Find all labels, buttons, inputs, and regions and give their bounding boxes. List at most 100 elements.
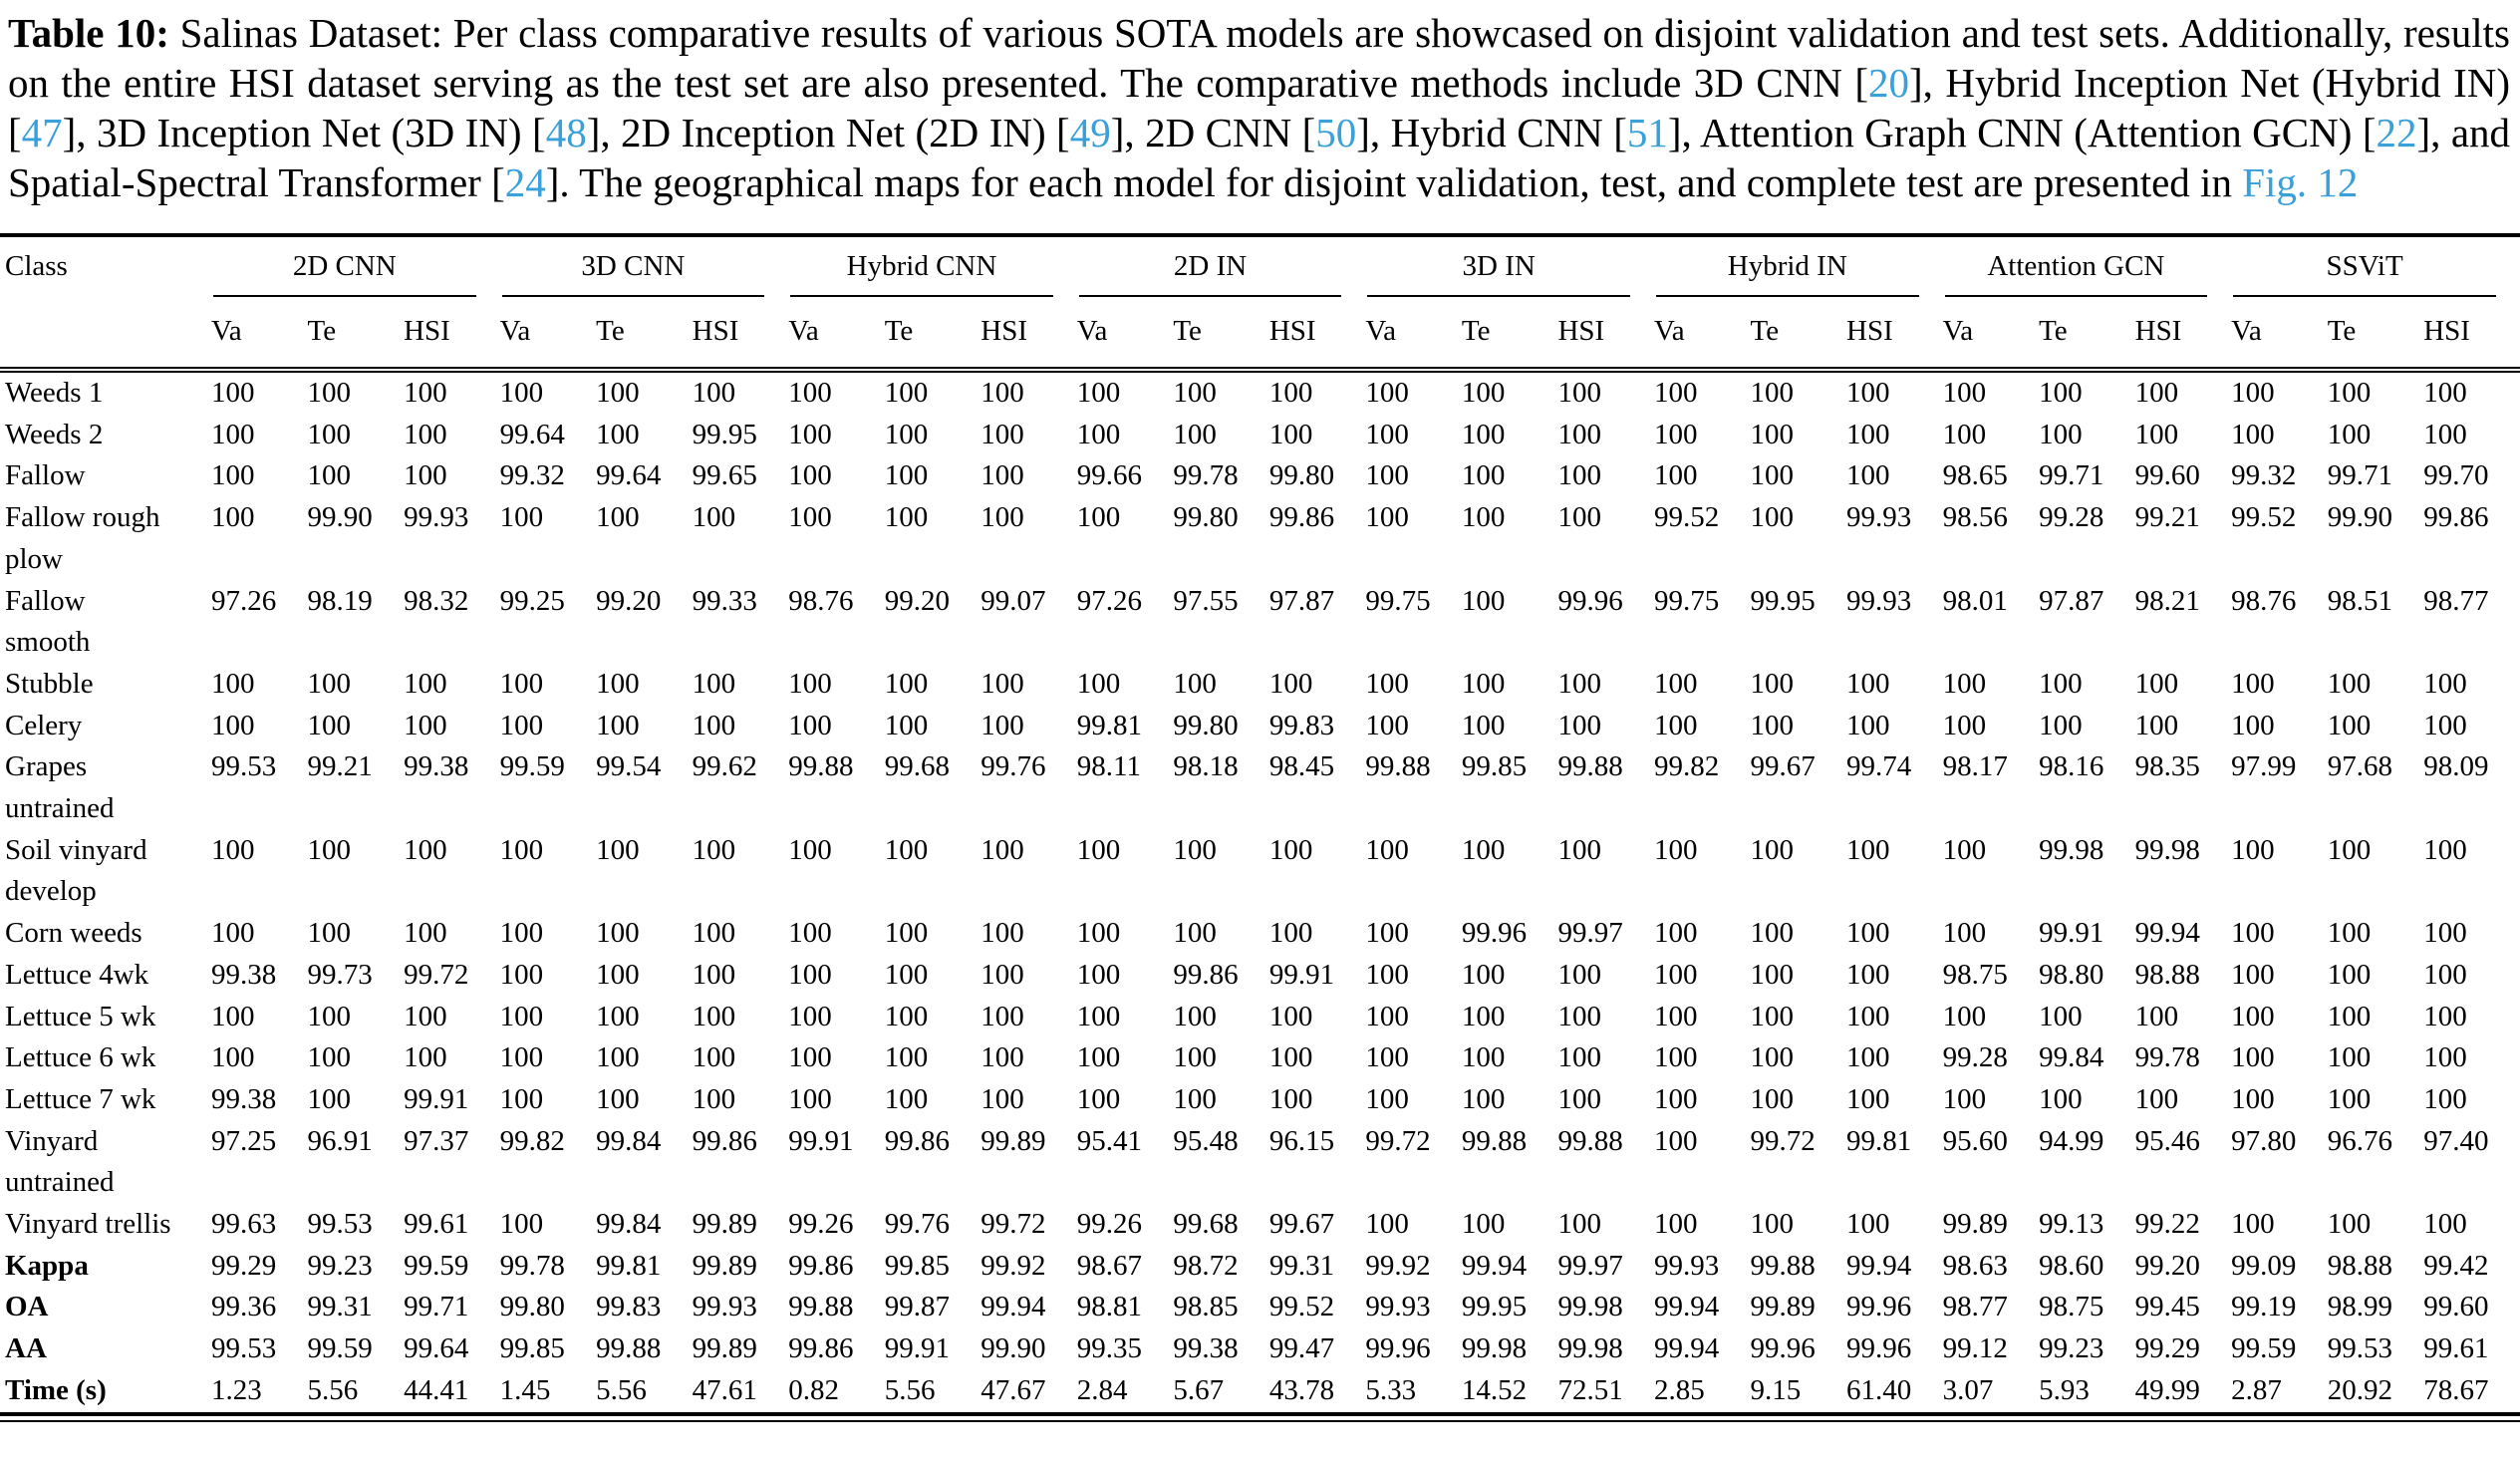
value-cell: 100: [499, 917, 544, 950]
value-cell: 100: [884, 459, 929, 492]
value-cell: 99.96: [1846, 1332, 1912, 1365]
row-label: OA: [5, 1291, 49, 1323]
value-cell: 100: [1557, 1208, 1601, 1241]
citation-link[interactable]: Fig. 12: [2242, 159, 2359, 205]
value-cell: 100: [596, 1082, 640, 1115]
citation-link[interactable]: 50: [1315, 110, 1357, 155]
value-cell: 5.56: [884, 1373, 936, 1406]
value-cell: 99.31: [307, 1291, 373, 1323]
value-cell: 99.92: [980, 1249, 1046, 1282]
value-cell: 100: [980, 958, 1024, 991]
value-cell: 100: [2134, 1082, 2179, 1115]
group-header-row: Class 2D CNN 3D CNN Hybrid CNN 2D IN 3D IN Hyb…: [0, 235, 2520, 373]
value-cell: 100: [692, 958, 736, 991]
value-cell: 95.48: [1173, 1124, 1239, 1157]
value-cell: 100: [1557, 1041, 1601, 1074]
value-cell: 99.88: [788, 750, 854, 783]
value-cell: 100: [1461, 1041, 1506, 1074]
value-cell: 98.65: [1942, 459, 2008, 492]
value-cell: 99.86: [788, 1332, 854, 1365]
value-cell: 100: [884, 1041, 929, 1074]
value-cell: 100: [2231, 958, 2275, 991]
value-cell: 100: [499, 1208, 544, 1241]
value-cell: 100: [692, 917, 736, 950]
value-cell: 99.83: [596, 1291, 662, 1323]
citation-link[interactable]: 20: [1868, 60, 1910, 106]
value-cell: 99.89: [980, 1124, 1046, 1157]
value-cell: 100: [2134, 377, 2179, 409]
caption-text: ], 2D CNN [: [1110, 110, 1316, 155]
value-cell: 99.80: [1268, 459, 1335, 492]
value-cell: 100: [404, 377, 447, 409]
value-cell: 100: [2327, 709, 2372, 741]
value-cell: 99.60: [2134, 459, 2200, 492]
value-cell: 20.92: [2327, 1373, 2392, 1406]
model-group-label: Hybrid CNN: [790, 243, 1053, 297]
row-label: Lettuce 7 wk: [5, 1082, 156, 1115]
value-cell: 100: [788, 667, 832, 700]
value-cell: 98.88: [2134, 958, 2200, 991]
column-subheader: Te: [596, 297, 693, 373]
value-cell: 100: [1846, 418, 1890, 450]
citation-link[interactable]: 48: [545, 110, 587, 155]
value-cell: 99.93: [1653, 1249, 1720, 1282]
value-cell: 99.98: [2134, 833, 2200, 866]
value-cell: 99.74: [1846, 750, 1912, 783]
value-cell: 100: [1076, 501, 1121, 534]
value-cell: 99.64: [596, 459, 662, 492]
value-cell: 100: [1846, 459, 1890, 492]
model-group-header: 3D CNN: [500, 235, 789, 297]
value-cell: 100: [2423, 1000, 2467, 1032]
citation-link[interactable]: 49: [1069, 110, 1111, 155]
value-cell: 98.45: [1268, 750, 1335, 783]
value-cell: 98.11: [1076, 750, 1141, 783]
column-subheader: Te: [884, 297, 981, 373]
value-cell: 100: [884, 958, 929, 991]
table-body: Weeds 1 100 100 100 100 100 100 100 100 100 100 100…: [0, 370, 2520, 1412]
value-cell: 99.28: [1942, 1041, 2008, 1074]
model-group-label: SSViT: [2233, 243, 2496, 297]
value-cell: 99.72: [404, 958, 469, 991]
value-cell: 100: [1365, 418, 1409, 450]
table-row: Fallow rough plow 100 99.90 99.93 100 100 100 1…: [0, 497, 2520, 580]
table-header: Class 2D CNN 3D CNN Hybrid CNN 2D IN 3D IN Hyb…: [0, 235, 2520, 373]
value-cell: 99.96: [1750, 1332, 1816, 1365]
value-cell: 98.17: [1942, 750, 2008, 783]
citation-link[interactable]: 24: [504, 159, 546, 205]
value-cell: 100: [307, 667, 352, 700]
value-cell: 100: [1750, 1041, 1795, 1074]
value-cell: 100: [596, 958, 640, 991]
value-cell: 100: [2327, 958, 2372, 991]
value-cell: 99.93: [404, 501, 469, 534]
value-cell: 100: [1461, 958, 1506, 991]
value-cell: 99.09: [2231, 1249, 2297, 1282]
value-cell: 0.82: [788, 1373, 839, 1406]
citation-link[interactable]: 51: [1626, 110, 1668, 155]
table-row: Time (s) 1.23 5.56 44.41 1.45 5.56 47.61 0.82 5.…: [0, 1370, 2520, 1412]
value-cell: 100: [2423, 1041, 2467, 1074]
value-cell: 99.62: [692, 750, 757, 783]
citation-link[interactable]: 22: [2376, 110, 2417, 155]
row-label: AA: [5, 1332, 47, 1365]
value-cell: 98.56: [1942, 501, 2008, 534]
value-cell: 100: [499, 709, 544, 741]
model-group-label: 3D IN: [1367, 243, 1630, 297]
value-cell: 99.76: [884, 1208, 950, 1241]
value-cell: 100: [2231, 418, 2275, 450]
value-cell: 100: [1461, 377, 1506, 409]
value-cell: 100: [2423, 1208, 2467, 1241]
citation-link[interactable]: 47: [21, 110, 63, 155]
value-cell: 100: [1365, 501, 1409, 534]
value-cell: 99.97: [1557, 917, 1623, 950]
value-cell: 100: [1846, 833, 1890, 866]
value-cell: 9.15: [1750, 1373, 1802, 1406]
value-cell: 99.84: [596, 1124, 662, 1157]
table-row: Stubble 100 100 100 100 100 100 100 100 100 100 100…: [0, 664, 2520, 706]
value-cell: 5.67: [1173, 1373, 1225, 1406]
value-cell: 100: [1557, 833, 1601, 866]
table-row: AA 99.53 99.59 99.64 99.85 99.88 99.89 99.86 99.…: [0, 1328, 2520, 1370]
value-cell: 99.96: [1461, 917, 1528, 950]
value-cell: 5.33: [1365, 1373, 1417, 1406]
value-cell: 98.76: [2231, 584, 2297, 617]
value-cell: 100: [788, 958, 832, 991]
